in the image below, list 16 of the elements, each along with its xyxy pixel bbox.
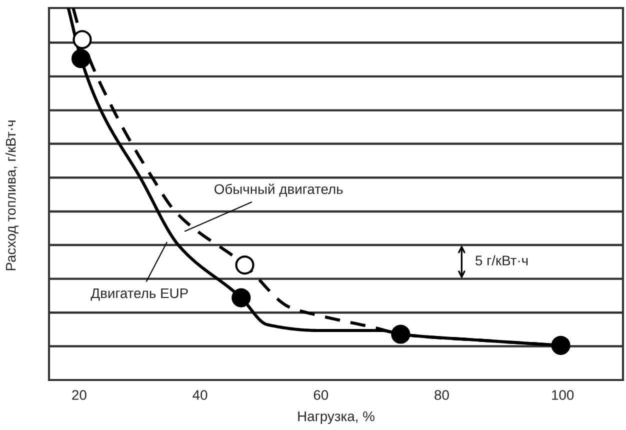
x-tick-label: 20 — [72, 390, 86, 400]
x-tick-label: 40 — [192, 390, 208, 400]
x-tick-label: 60 — [314, 390, 328, 400]
x-tick-label: 100 — [552, 390, 574, 400]
point — [232, 288, 251, 308]
point — [391, 324, 410, 344]
series-label: Двигатель EUP — [90, 288, 188, 301]
y-axis-title: Расход топлива, г/кВт·ч — [6, 120, 18, 270]
text: Обычный двигатель — [214, 184, 343, 197]
annotation: 5 г/кВт·ч — [476, 255, 528, 266]
point — [71, 49, 91, 68]
point — [551, 336, 570, 355]
point — [235, 256, 254, 275]
x-tick-label: 80 — [434, 390, 449, 400]
point — [72, 30, 92, 50]
x-axis-title: Нагрузка, % — [298, 411, 374, 424]
